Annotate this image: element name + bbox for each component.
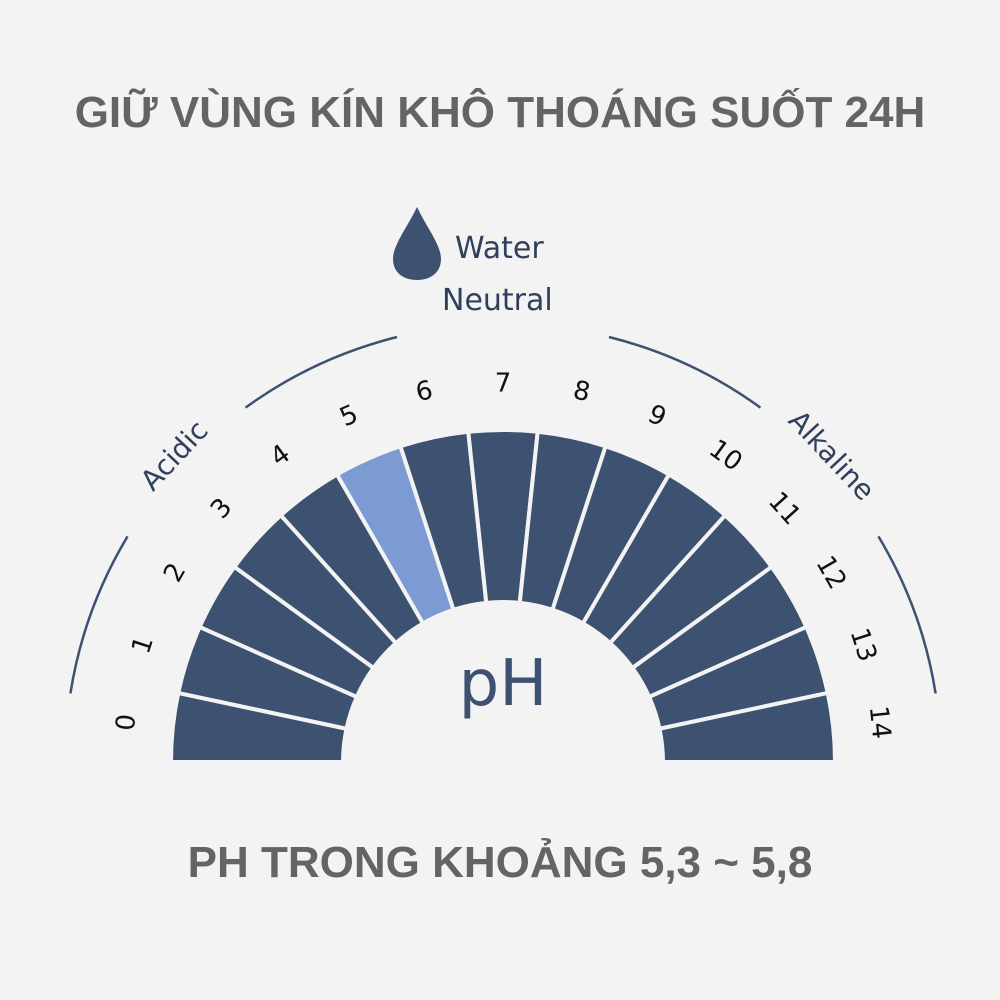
ph-number-label: 0 — [111, 713, 143, 733]
ph-number-label: 7 — [495, 369, 512, 399]
acidic-label: Acidic — [134, 414, 215, 497]
ph-number-label: 5 — [335, 399, 362, 433]
ph-number-label: 13 — [844, 625, 883, 666]
neutral-label-neutral: Neutral — [442, 283, 553, 318]
ph-number-label: 1 — [126, 633, 160, 658]
ph-number-label: 4 — [265, 439, 296, 473]
ph-number-label: 11 — [762, 486, 806, 531]
ph-number-label: 10 — [703, 434, 747, 478]
ph-number-label: 14 — [863, 704, 896, 740]
ph-number-label: 3 — [205, 493, 238, 525]
alkaline-bracket-lower — [877, 535, 937, 694]
ph-segments — [168, 428, 838, 764]
ph-center-label: pH — [459, 647, 548, 721]
water-drop-icon — [393, 207, 441, 280]
ph-number-label: 8 — [570, 375, 592, 408]
acidic-bracket-lower — [69, 535, 129, 694]
alkaline-label: Alkaline — [782, 404, 881, 507]
ph-number-label: 2 — [158, 558, 192, 587]
acidic-bracket-upper — [244, 335, 398, 409]
ph-number-label: 6 — [413, 375, 435, 408]
neutral-label-water: Water — [455, 231, 544, 266]
page-title: GIỮ VÙNG KÍN KHÔ THOÁNG SUỐT 24H — [74, 88, 926, 137]
ph-number-label: 9 — [643, 399, 670, 433]
ph-range-caption: PH TRONG KHOẢNG 5,3 ~ 5,8 — [187, 838, 813, 887]
ph-number-label: 12 — [810, 551, 853, 595]
alkaline-bracket-upper — [608, 335, 762, 409]
ph-segment — [657, 690, 838, 764]
